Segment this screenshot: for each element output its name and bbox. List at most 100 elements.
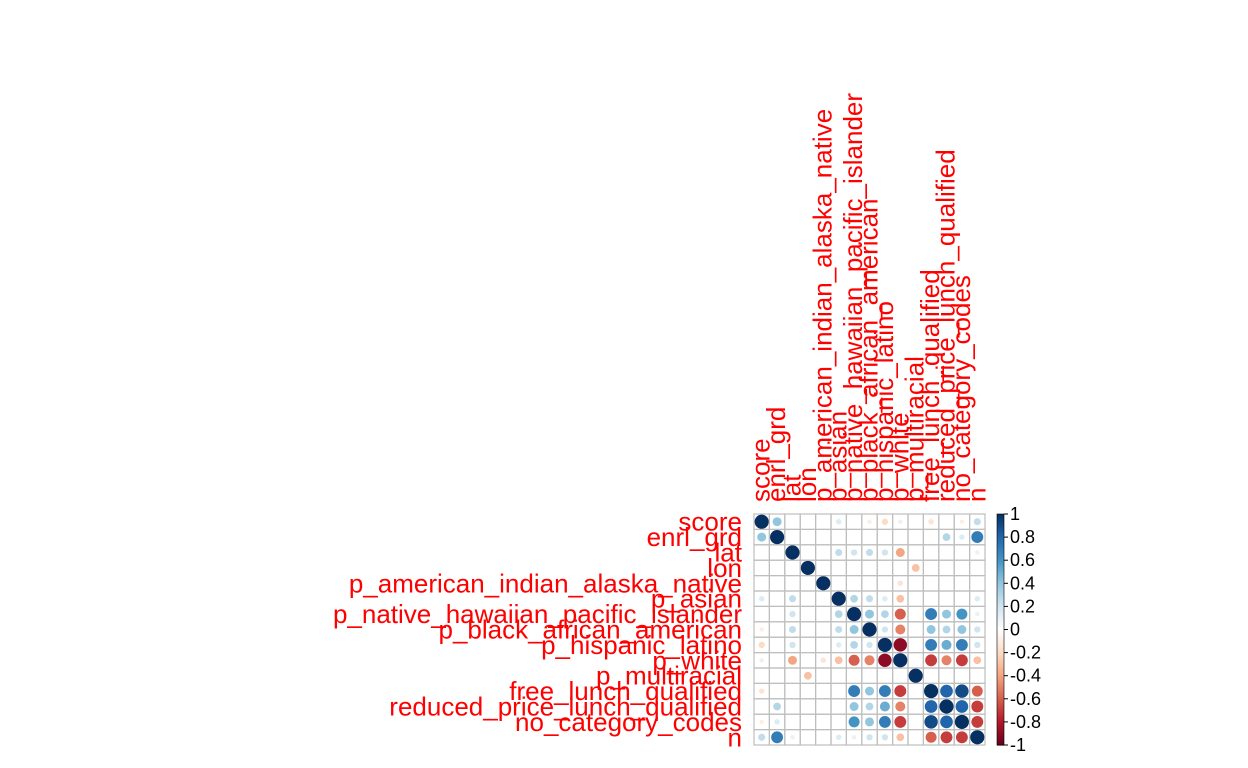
corr-circle-p_native_hawaiian_pacific_islander-p_native_hawaiian_pacific_islander xyxy=(847,607,862,622)
colorbar-legend: 1 0.8 0.6 0.4 0.2 0 -0.2 -0.4 -0.6 -0.8 -1 xyxy=(996,504,1041,755)
corr-circle-p_american_indian_alaska_native-p_american_indian_alaska_native xyxy=(816,576,831,591)
colorbar-segment xyxy=(997,650,1004,654)
corr-circle-p_asian-score xyxy=(758,595,765,602)
colorbar-segment xyxy=(997,583,1004,587)
corr-circle-reduced_price_lunch_qualified-n xyxy=(971,700,984,713)
corr-circle-score-no_category_codes xyxy=(959,519,965,524)
colorbar-segment xyxy=(997,657,1004,661)
colorbar-segment xyxy=(997,675,1004,679)
corr-circle-p_black_african_american-no_category_codes xyxy=(957,625,967,634)
row-labels: scoreenrl_grdlatlonp_american_indian_ala… xyxy=(333,507,743,753)
col-label-p_black_african_american: p_black_african_american xyxy=(854,198,884,502)
corr-circle-p_black_african_american-p_hispanic_latino xyxy=(881,626,889,633)
column-labels: scoreenrl_grdlatlonp_american_indian_ala… xyxy=(746,93,992,502)
corr-circle-free_lunch_qualified-n xyxy=(971,685,983,697)
corr-circle-score-enrl_grd xyxy=(772,517,782,527)
corr-circle-n-p_black_african_american xyxy=(866,734,873,741)
colorbar-segment xyxy=(997,620,1004,624)
colorbar-segment xyxy=(997,587,1004,591)
colorbar-segment xyxy=(997,719,1004,723)
colorbar-segment xyxy=(997,714,1004,718)
corr-circle-free_lunch_qualified-score xyxy=(758,688,765,694)
corr-circle-n-no_category_codes xyxy=(955,731,968,744)
corr-circle-reduced_price_lunch_qualified-p_native_hawaiian_pacific_islander xyxy=(849,702,859,711)
corr-circle-p_black_african_american-score xyxy=(759,627,764,632)
colorbar-segment xyxy=(997,682,1004,686)
corr-circle-p_white-n xyxy=(973,656,982,665)
corr-circle-no_category_codes-enrl_grd xyxy=(774,719,780,725)
colorbar-segment xyxy=(997,638,1004,642)
corr-circle-n-reduced_price_lunch_qualified xyxy=(940,731,953,744)
colorbar-segment xyxy=(997,550,1004,554)
colorbar-segment xyxy=(997,708,1004,711)
colorbar-tick-label: 0.4 xyxy=(1010,573,1035,593)
corr-circle-p_native_hawaiian_pacific_islander-p_asian xyxy=(834,610,843,618)
corr-circle-p_asian-n xyxy=(974,595,981,602)
corr-circle-lat-p_hispanic_latino xyxy=(881,549,889,556)
colorbar-segment xyxy=(997,617,1004,621)
colorbar-segment xyxy=(997,532,1004,536)
col-label-no_category_codes: no_category_codes xyxy=(946,275,976,502)
colorbar-segment xyxy=(997,664,1004,668)
corr-circle-free_lunch_qualified-no_category_codes xyxy=(955,684,969,698)
corr-circle-p_hispanic_latino-score xyxy=(758,641,765,649)
colorbar-segment xyxy=(997,673,1004,677)
colorbar-tick-label: -0.4 xyxy=(1010,666,1041,686)
colorbar-segment xyxy=(997,705,1004,709)
colorbar-segment xyxy=(997,624,1004,628)
corr-circle-reduced_price_lunch_qualified-reduced_price_lunch_qualified xyxy=(939,699,954,714)
colorbar-segment xyxy=(997,578,1004,582)
corr-circle-n-p_hispanic_latino xyxy=(881,734,889,741)
colorbar-segment xyxy=(997,735,1004,739)
corr-circle-p_white-p_hispanic_latino xyxy=(878,653,892,668)
colorbar-segment xyxy=(997,731,1004,735)
colorbar-segment xyxy=(997,687,1004,691)
corr-circle-p_white-p_asian xyxy=(834,656,843,665)
corr-circle-p_hispanic_latino-lat xyxy=(789,641,796,649)
colorbar-segment xyxy=(997,544,1004,547)
colorbar-segment xyxy=(997,580,1004,584)
colorbar-segment xyxy=(997,726,1004,730)
row-label-lon: lon xyxy=(707,553,742,583)
colorbar-segment xyxy=(997,717,1004,721)
colorbar-segment xyxy=(997,654,1004,658)
colorbar-segment xyxy=(997,733,1004,737)
row-label-p_asian: p_asian xyxy=(651,584,742,614)
corr-circle-no_category_codes-score xyxy=(759,719,764,725)
colorbar-segment xyxy=(997,530,1004,534)
colorbar-segment xyxy=(997,696,1004,700)
colorbar-tick-label: 0.8 xyxy=(1010,527,1035,547)
col-label-p_multiracial: p_multiracial xyxy=(900,356,930,502)
correlation-circles xyxy=(754,514,985,745)
colorbar-segment xyxy=(997,659,1004,663)
corr-circle-p_black_african_american-p_native_hawaiian_pacific_islander xyxy=(849,625,859,634)
colorbar-segment xyxy=(997,724,1004,728)
colorbar-segment xyxy=(997,627,1004,631)
corr-circle-n-lat xyxy=(790,735,795,740)
corr-circle-lat-p_asian xyxy=(835,548,843,557)
colorbar-tick-label: 0.6 xyxy=(1010,550,1035,570)
row-label-no_category_codes: no_category_codes xyxy=(515,707,742,737)
corr-circle-p_native_hawaiian_pacific_islander-lat xyxy=(789,610,796,618)
corr-circle-n-free_lunch_qualified xyxy=(925,731,937,743)
colorbar-segment xyxy=(997,527,1004,531)
corr-circle-p_black_african_american-reduced_price_lunch_qualified xyxy=(942,625,951,634)
colorbar-segment xyxy=(997,518,1004,522)
corr-circle-p_white-p_white xyxy=(893,653,908,668)
colorbar-segment xyxy=(997,569,1004,573)
colorbar-segment xyxy=(997,721,1004,725)
colorbar-segment xyxy=(997,661,1004,665)
col-label-lat: lat xyxy=(777,474,807,502)
corr-circle-p_hispanic_latino-p_hispanic_latino xyxy=(877,637,892,652)
colorbar-segment xyxy=(997,694,1004,698)
colorbar-segment xyxy=(997,666,1004,670)
colorbar-segment xyxy=(997,590,1004,594)
corr-circle-reduced_price_lunch_qualified-p_white xyxy=(895,701,906,712)
corr-circle-p_black_african_american-lat xyxy=(788,625,797,634)
colorbar-segment xyxy=(997,738,1004,741)
colorbar-segment xyxy=(997,641,1004,644)
colorbar-segment xyxy=(997,684,1004,688)
row-label-p_black_african_american: p_black_african_american xyxy=(438,615,742,645)
col-label-p_white: p_white xyxy=(884,412,914,502)
